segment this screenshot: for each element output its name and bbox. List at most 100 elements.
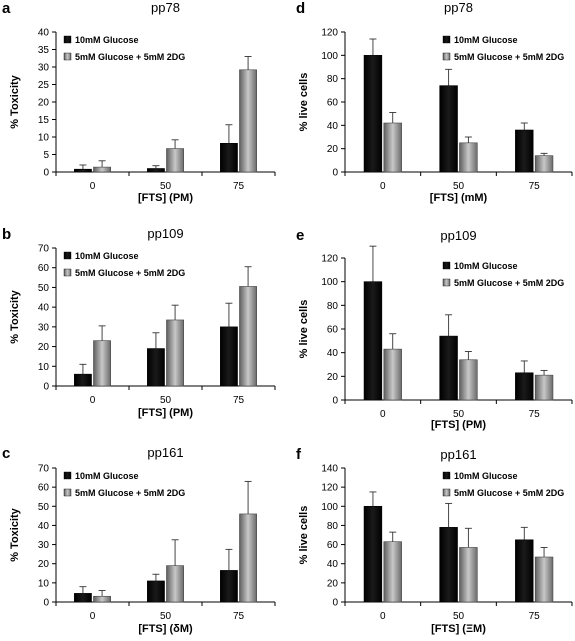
legend-swatch bbox=[442, 35, 451, 44]
chart-panel-d: d pp78 0 20 40 60 80 100 120 0 50 75 [FTS] (mM) % liv… bbox=[296, 0, 573, 204]
y-tick-label: 40 bbox=[327, 348, 339, 359]
y-axis-label: % Toxicity bbox=[9, 507, 21, 561]
y-axis-label: % live cells bbox=[298, 300, 310, 359]
bar bbox=[166, 148, 184, 173]
y-tick-label: 0 bbox=[332, 598, 338, 609]
bar bbox=[383, 541, 402, 603]
legend-label: 10mM Glucose bbox=[75, 251, 139, 261]
chart-panel-b: b pp109 0 10 20 30 40 50 60 70 0 50 75 [FTS] (PM) % To… bbox=[2, 226, 276, 419]
x-tick-label: 0 bbox=[380, 611, 386, 622]
x-tick-label: 0 bbox=[380, 181, 386, 192]
bar bbox=[534, 374, 554, 401]
bar bbox=[220, 143, 238, 173]
x-tick-label: 0 bbox=[90, 395, 96, 406]
x-tick-label: 50 bbox=[160, 395, 172, 406]
y-tick-label: 60 bbox=[38, 483, 50, 494]
y-tick-label: 0 bbox=[43, 382, 49, 393]
legend-swatch bbox=[442, 488, 451, 497]
legend-label: 5mM Glucose + 5mM 2DG bbox=[75, 52, 185, 62]
bar bbox=[363, 505, 383, 603]
panel-letter: c bbox=[2, 445, 10, 462]
y-tick-label: 20 bbox=[38, 342, 50, 353]
bar bbox=[220, 570, 238, 603]
legend-label: 5mM Glucose + 5mM 2DG bbox=[454, 488, 564, 498]
bar bbox=[147, 348, 165, 387]
legend-swatch bbox=[63, 251, 72, 260]
y-tick-label: 30 bbox=[38, 63, 50, 74]
x-tick-label: 50 bbox=[453, 181, 465, 192]
x-axis-label: [FTS] (mM) bbox=[430, 192, 488, 204]
y-tick-label: 10 bbox=[38, 362, 50, 373]
bar bbox=[93, 595, 111, 603]
panel-letter: a bbox=[2, 0, 11, 17]
chart-title: pp109 bbox=[147, 226, 183, 241]
x-tick-label: 75 bbox=[233, 611, 245, 622]
y-tick-label: 60 bbox=[327, 540, 339, 551]
chart-panel-c: c pp161 0 10 20 30 40 50 60 70 0 50 75 [FTS] (δM) % To… bbox=[2, 445, 276, 635]
x-tick-label: 75 bbox=[529, 611, 541, 622]
bar bbox=[459, 359, 478, 401]
y-tick-label: 20 bbox=[38, 98, 50, 109]
bar bbox=[439, 527, 458, 603]
x-axis-label: [FTS] (PM) bbox=[138, 407, 193, 419]
chart-title: pp161 bbox=[147, 445, 183, 460]
legend-label: 5mM Glucose + 5mM 2DG bbox=[454, 278, 564, 288]
legend-label: 10mM Glucose bbox=[75, 471, 139, 481]
bar bbox=[515, 539, 534, 603]
x-tick-label: 0 bbox=[90, 611, 96, 622]
y-tick-label: 40 bbox=[327, 121, 339, 132]
x-tick-label: 50 bbox=[160, 611, 172, 622]
legend-swatch bbox=[442, 471, 451, 480]
legend-label: 5mM Glucose + 5mM 2DG bbox=[75, 268, 185, 278]
y-tick-label: 70 bbox=[38, 464, 50, 475]
y-tick-label: 120 bbox=[321, 483, 338, 494]
y-tick-label: 80 bbox=[327, 301, 339, 312]
y-axis-label: % live cells bbox=[298, 73, 310, 132]
bar bbox=[515, 372, 534, 401]
y-tick-label: 50 bbox=[38, 283, 50, 294]
legend-swatch bbox=[63, 268, 72, 277]
legend-label: 5mM Glucose + 5mM 2DG bbox=[454, 52, 564, 62]
y-tick-label: 50 bbox=[38, 502, 50, 513]
y-tick-label: 60 bbox=[327, 98, 339, 109]
bar bbox=[239, 513, 257, 603]
bar bbox=[239, 286, 257, 387]
x-axis-label: [FTS] (δM) bbox=[138, 623, 193, 635]
y-tick-label: 0 bbox=[332, 396, 338, 407]
bar bbox=[239, 69, 257, 173]
y-tick-label: 0 bbox=[43, 598, 49, 609]
panel-letter: d bbox=[296, 0, 305, 17]
legend-swatch bbox=[442, 278, 451, 287]
bar bbox=[166, 565, 184, 603]
y-axis-label: % Toxicity bbox=[9, 74, 21, 128]
y-tick-label: 0 bbox=[332, 168, 338, 179]
bar bbox=[74, 168, 92, 173]
bar bbox=[93, 166, 111, 173]
y-tick-label: 35 bbox=[38, 45, 50, 56]
bar bbox=[74, 593, 92, 603]
y-tick-label: 20 bbox=[327, 144, 339, 155]
chart-panel-f: f pp161 0 20 40 60 80 100 120 140 0 50 75 [FTS] (ΞM)%… bbox=[296, 446, 573, 635]
y-tick-label: 20 bbox=[38, 559, 50, 570]
bar bbox=[363, 281, 383, 401]
bar bbox=[534, 556, 554, 603]
chart-title: pp78 bbox=[444, 0, 473, 15]
legend-label: 10mM Glucose bbox=[454, 261, 518, 271]
bar bbox=[515, 129, 534, 173]
y-tick-label: 60 bbox=[327, 325, 339, 336]
y-tick-label: 120 bbox=[321, 28, 338, 39]
y-tick-label: 15 bbox=[38, 115, 50, 126]
y-tick-label: 100 bbox=[321, 51, 338, 62]
x-tick-label: 75 bbox=[529, 181, 541, 192]
legend-swatch bbox=[63, 52, 72, 61]
x-axis-label: [FTS] (PM) bbox=[138, 192, 193, 204]
x-tick-label: 75 bbox=[233, 181, 245, 192]
y-tick-label: 40 bbox=[38, 28, 50, 39]
bar bbox=[93, 340, 111, 387]
y-tick-label: 25 bbox=[38, 80, 50, 91]
y-tick-label: 0 bbox=[43, 168, 49, 179]
x-tick-label: 75 bbox=[233, 395, 245, 406]
y-tick-label: 100 bbox=[321, 502, 338, 513]
x-tick-label: 50 bbox=[160, 181, 172, 192]
bar bbox=[220, 326, 238, 387]
